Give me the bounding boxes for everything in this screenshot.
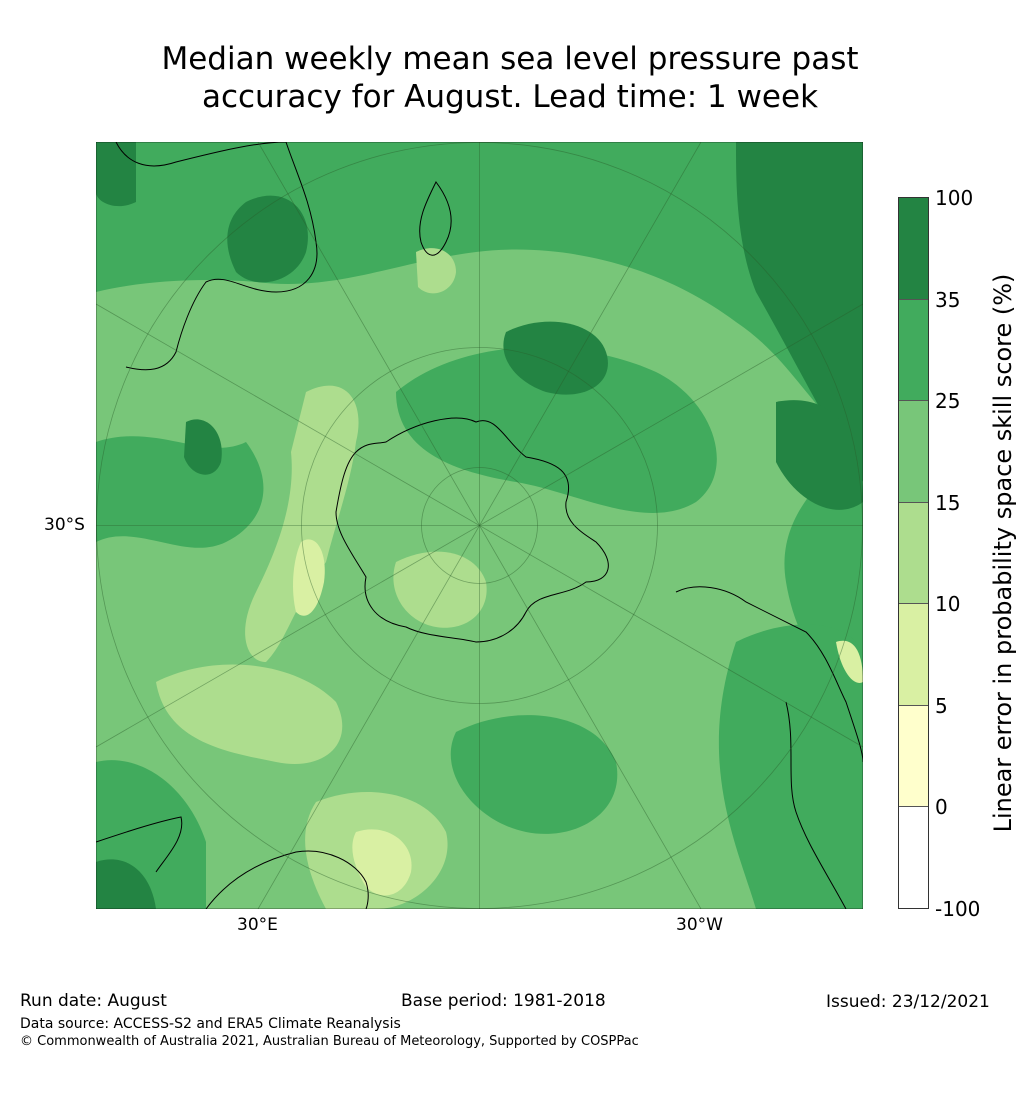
copyright-notice: © Commonwealth of Australia 2021, Austra… — [20, 1034, 639, 1049]
base-period: Base period: 1981-2018 — [401, 991, 606, 1011]
colorbar-tick: 10 — [935, 592, 961, 616]
issued-date: Issued: 23/12/2021 — [826, 992, 990, 1012]
new-zealand-coastline — [419, 181, 452, 256]
colorbar-segment — [899, 807, 928, 908]
colorbar-tick: 25 — [935, 389, 961, 413]
skill-region-low — [156, 664, 343, 764]
title-line-2: accuracy for August. Lead time: 1 week — [201, 79, 819, 115]
colorbar-label: Linear error in probability space skill … — [989, 273, 1017, 833]
skill-region-highest — [776, 400, 863, 510]
colorbar-segment — [899, 300, 928, 401]
colorbar-tick: 35 — [935, 288, 961, 312]
skill-region-high — [96, 436, 264, 548]
antarctica-coastline — [335, 417, 609, 643]
colorbar-tick: 5 — [935, 694, 948, 718]
australia-coastline — [115, 142, 318, 371]
colorbar — [898, 197, 929, 909]
skill-region-highest — [96, 142, 136, 207]
skill-region-lowest — [352, 829, 412, 896]
lat-label-30s: 30°S — [44, 515, 85, 535]
colorbar-tick: -100 — [935, 897, 981, 921]
skill-region-highest — [184, 419, 222, 475]
skill-region-high — [396, 347, 717, 513]
skill-region-lowest — [293, 539, 325, 616]
skill-region-highest — [736, 142, 863, 482]
skill-region-highest — [503, 321, 608, 395]
colorbar-tick: 15 — [935, 491, 961, 515]
colorbar-segment — [899, 604, 928, 706]
lon-label-30w: 30°W — [676, 915, 723, 935]
skill-region-highest — [96, 859, 156, 909]
skill-region-highest — [227, 195, 308, 283]
data-source: Data source: ACCESS-S2 and ERA5 Climate … — [20, 1016, 401, 1032]
skill-region-low — [393, 551, 487, 628]
colorbar-segment — [899, 198, 928, 300]
colorbar-tick: 100 — [935, 186, 974, 210]
south-america-coastline — [675, 586, 863, 909]
map-title: Median weekly mean sea level pressure pa… — [0, 40, 1020, 116]
africa-coastline — [96, 816, 369, 909]
skill-region-lowest — [836, 640, 863, 683]
title-line-1: Median weekly mean sea level pressure pa… — [161, 41, 859, 77]
lon-label-30e: 30°E — [237, 915, 278, 935]
skill-region-low — [416, 248, 456, 294]
run-date: Run date: August — [20, 991, 167, 1011]
skill-region-low — [245, 385, 359, 662]
colorbar-segment — [899, 503, 928, 604]
colorbar-segment — [899, 401, 928, 503]
colorbar-tick: 0 — [935, 795, 948, 819]
skill-score-map — [96, 142, 863, 909]
colorbar-segment — [899, 706, 928, 807]
skill-region-high — [450, 715, 618, 834]
graticule — [96, 142, 863, 909]
